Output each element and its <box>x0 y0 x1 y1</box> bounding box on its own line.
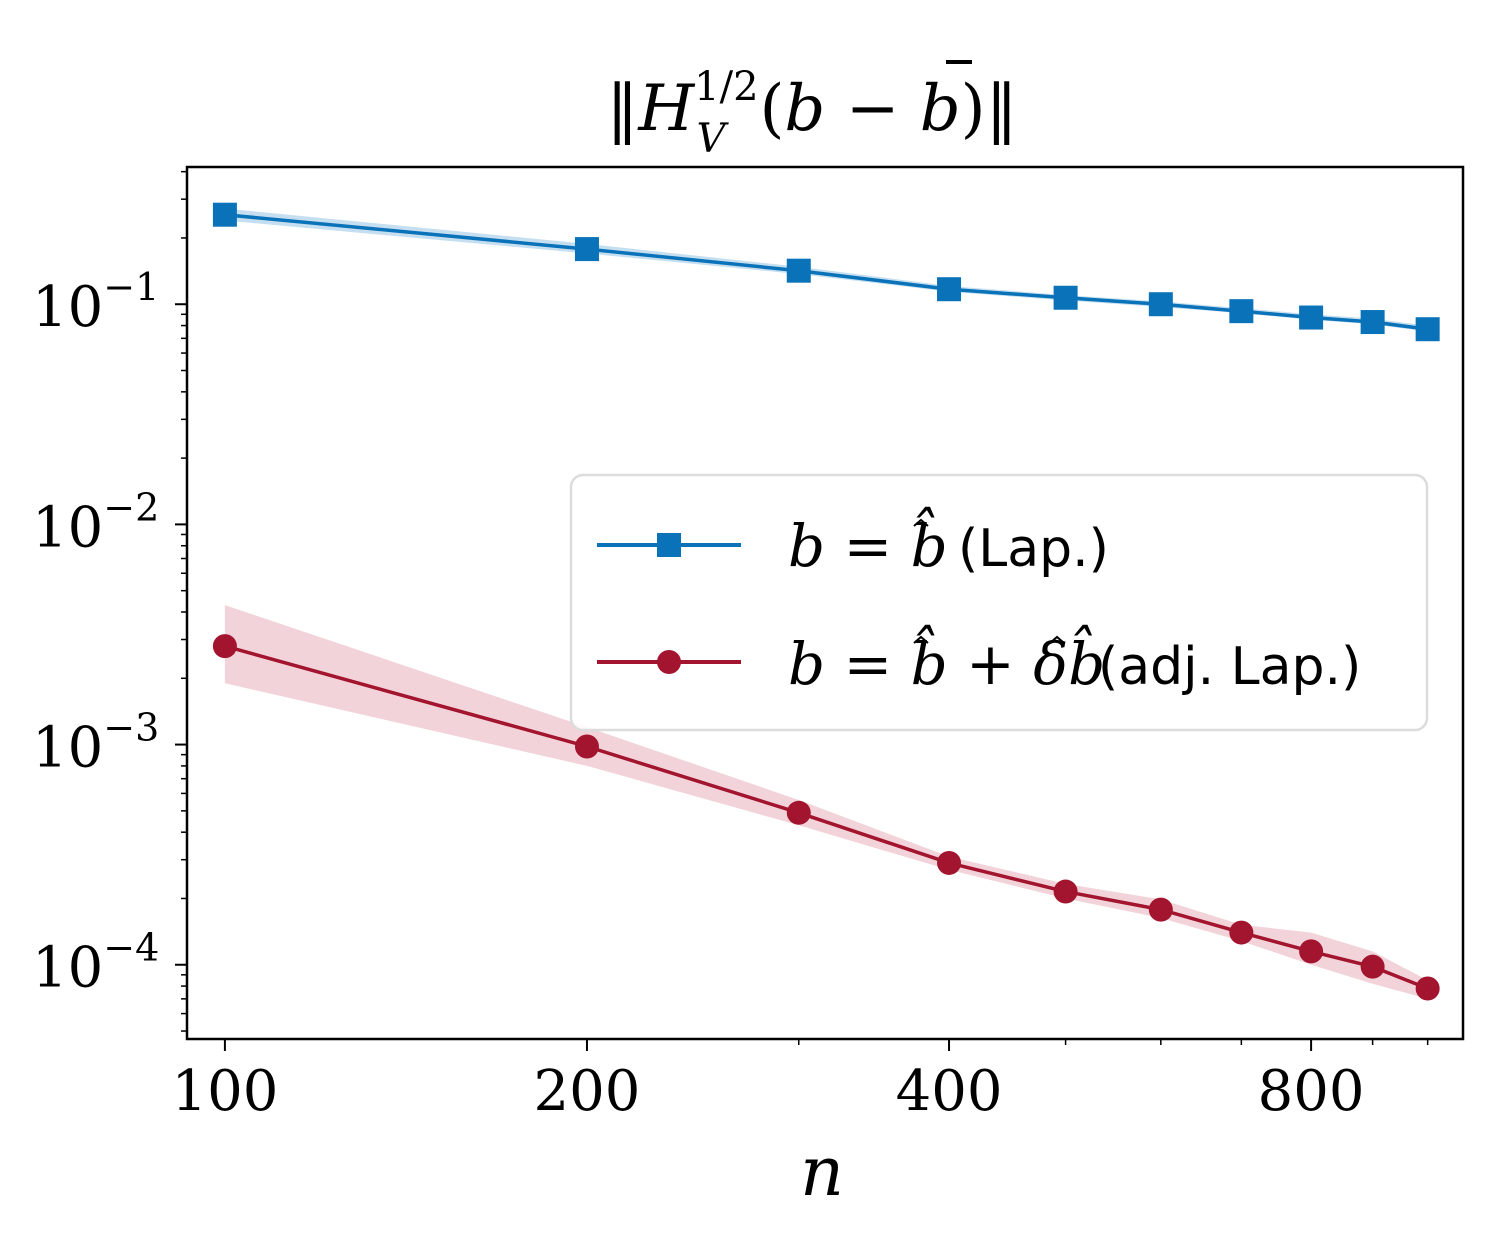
x-tick-label: 200 <box>534 1059 641 1124</box>
y-tick-label: 10−2 <box>32 485 159 560</box>
legend-hat-accent <box>1049 635 1065 644</box>
legend-label-laplace-text: (Lap.) <box>958 519 1109 579</box>
point-series-1-8[interactable] <box>1360 954 1385 979</box>
title-sub: V <box>697 116 730 162</box>
x-axis-label: n <box>800 1133 844 1212</box>
band-series-1 <box>224 605 1428 999</box>
point-series-1-5[interactable] <box>1148 897 1173 922</box>
point-series-0-0[interactable] <box>212 202 237 227</box>
title-paren-open: ( <box>759 72 784 146</box>
legend-box <box>569 473 1429 732</box>
title-sup: 1/2 <box>694 64 758 110</box>
point-series-1-6[interactable] <box>1229 920 1254 945</box>
title-b: b <box>784 72 825 146</box>
series-lines <box>224 212 1429 991</box>
point-series-1-0[interactable] <box>212 634 237 659</box>
title-bbar: b <box>920 72 961 146</box>
title-norm-left: ‖ <box>606 72 638 146</box>
title-minus: − <box>825 72 919 146</box>
legend-hat-accent <box>913 635 929 644</box>
point-series-1-9[interactable] <box>1415 976 1440 1001</box>
point-series-0-1[interactable] <box>574 237 599 262</box>
x-tick-label: 800 <box>1258 1059 1365 1124</box>
point-series-0-6[interactable] <box>1229 299 1254 324</box>
title-norm-right: ‖ <box>986 72 1018 146</box>
chart-title: ‖H1/2 V (b − b)‖ <box>606 64 1017 162</box>
y-tick-label: 10−4 <box>32 926 159 1001</box>
line-series-1 <box>224 644 1429 991</box>
legend-entry-adjusted[interactable]: b = b̂ + δb̂ (adj. Lap.) <box>597 624 1361 698</box>
legend-label-adjusted-text: (adj. Lap.) <box>1098 637 1361 697</box>
y-tick-label: 10−3 <box>32 706 159 781</box>
point-series-0-9[interactable] <box>1415 317 1440 342</box>
legend-marker-circle <box>657 650 681 674</box>
point-series-0-7[interactable] <box>1299 305 1324 330</box>
legend-entry-laplace[interactable]: b = b̂ (Lap.) <box>597 506 1109 580</box>
title-h: H <box>637 72 695 146</box>
point-series-1-1[interactable] <box>574 734 599 759</box>
point-series-0-5[interactable] <box>1148 292 1173 317</box>
title-paren-close: ) <box>961 72 986 146</box>
line-series-0 <box>224 212 1428 331</box>
x-tick-label: 100 <box>171 1059 278 1124</box>
legend-label-adjusted-math: b = b̂ + δb̂ <box>788 624 1105 698</box>
legend-marker-square <box>657 533 681 557</box>
series-markers <box>212 202 1440 1001</box>
y-tick-label: 10−1 <box>32 265 159 340</box>
x-tick-label: 400 <box>896 1059 1003 1124</box>
point-series-1-2[interactable] <box>786 800 811 825</box>
legend-label-laplace-math: b = b̂ <box>788 506 948 580</box>
point-series-1-4[interactable] <box>1053 879 1078 904</box>
point-series-0-4[interactable] <box>1053 285 1078 310</box>
plot-frame <box>185 165 1465 1041</box>
point-series-0-2[interactable] <box>786 258 811 283</box>
point-series-0-8[interactable] <box>1360 310 1385 335</box>
point-series-1-7[interactable] <box>1299 939 1324 964</box>
legend: b = b̂ (Lap.) b = b̂ + δb̂ (adj. Lap.) <box>569 473 1429 732</box>
point-series-0-3[interactable] <box>937 277 962 302</box>
legend-hat-accent <box>913 518 929 527</box>
point-series-1-3[interactable] <box>937 850 962 875</box>
